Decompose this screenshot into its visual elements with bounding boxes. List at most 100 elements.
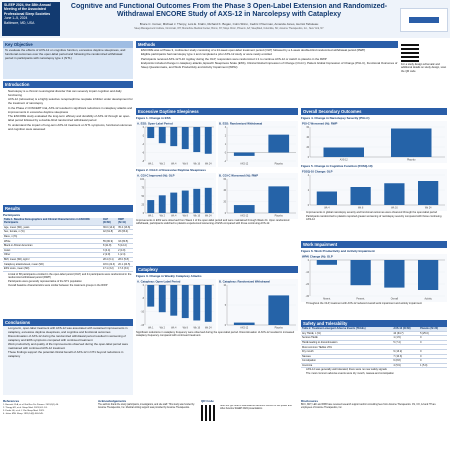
bar xyxy=(147,200,155,213)
x-tick-label: Wk 8 xyxy=(183,328,189,330)
y-tick-label: 0 xyxy=(225,152,227,154)
qr-text: Scan the QR code to download an electron… xyxy=(220,405,292,410)
table-cell: 18.6 (22.3) xyxy=(101,261,118,267)
bar xyxy=(147,285,155,307)
eds-figures: Figure 1. Change in ESS A. ESS: Open-Labe… xyxy=(136,116,298,219)
table-cell: Sex, female, n (%) xyxy=(3,229,102,235)
bar xyxy=(181,190,189,213)
table-cell: 2 (4.9) xyxy=(117,248,133,254)
y-tick-label: 3 xyxy=(225,127,227,129)
column-header: Placebo (N=20) xyxy=(419,327,447,332)
list-item: Eligible participants had narcolepsy typ… xyxy=(141,53,398,57)
table-cell: 28.0 (5.8) xyxy=(117,257,133,263)
table-cell: 8 (11.8) xyxy=(101,243,118,249)
list-item: ENCORE was a Phase 3, multicenter study … xyxy=(141,48,398,53)
table-cell: 4 (5.9) xyxy=(392,363,420,369)
table-cell: 5 (7.4) xyxy=(392,340,420,346)
table-cell: ESS score, mean (SD) xyxy=(3,266,102,272)
y-tick-label: 40 xyxy=(306,137,309,139)
table-cell: 28.4 (6.1) xyxy=(101,257,118,263)
section-title: Work Impairment xyxy=(301,241,447,248)
x-tick-label: Wk 2 xyxy=(160,328,166,330)
figure-title: Figure 1. Change in ESS xyxy=(136,116,171,120)
table-cell: 0 xyxy=(419,340,447,346)
section-title: Cataplexy xyxy=(136,266,298,273)
x-tick-label: Placebo xyxy=(275,216,284,218)
list-item: In the Phase 2 CONCERT trial, AXS-12 res… xyxy=(8,106,133,115)
panel-subtitle: FOSQ-10 Change: OLP xyxy=(302,170,333,174)
eds-section: Excessive Daytime Sleepiness Figure 1. C… xyxy=(136,108,298,263)
y-tick-label: -10 xyxy=(141,311,145,313)
y-tick-label: 4 xyxy=(308,175,310,177)
table-cell xyxy=(419,344,447,350)
qr-panel: For a study design schematic and additio… xyxy=(401,44,447,104)
y-tick-label: 0 xyxy=(225,213,227,215)
bar xyxy=(170,192,178,213)
y-tick-label: -30 xyxy=(306,296,310,298)
references: References 1. Bassetti CLA, et al. Nat R… xyxy=(3,398,95,448)
x-tick-label: Wk 16 xyxy=(193,216,200,218)
table-row: Constipation 6 (8.8) 0 xyxy=(301,358,447,364)
table-cell: 1 (5.0) xyxy=(419,363,447,369)
figure: A. Cataplexy: Open-Label Period -15 -10 -5 0… xyxy=(136,279,298,331)
qr-code xyxy=(201,405,217,421)
table-cell: 1 (2.4) xyxy=(117,252,133,258)
y-tick-label: 75 xyxy=(141,187,144,189)
safety-list: AXS-12 was generally well tolerated; the… xyxy=(301,368,447,375)
authors: Bruce C. Corser, Michael J. Thorpy, Lois… xyxy=(139,22,319,26)
table-cell: TEAE leading to discontinuation xyxy=(301,340,393,346)
list-item: AXS-12 was generally well tolerated; the… xyxy=(306,368,447,371)
figure-title: Figure 3. Change in Weekly Cataplexy Att… xyxy=(136,274,202,278)
table-row: Age, mean (SD), years 36.0 (14.2) 35.4 (13… xyxy=(3,225,133,231)
table-cell: Black or African American xyxy=(3,243,102,249)
table-row: Nausea 7 (10.3) 0 xyxy=(301,354,447,360)
bar xyxy=(158,285,166,313)
y-tick-label: 0 xyxy=(143,213,145,215)
secondary-list: Improvements in global narcolepsy severi… xyxy=(301,211,447,221)
bar xyxy=(350,260,371,286)
acknowledgements: Acknowledgements The authors thank the s… xyxy=(98,398,198,448)
x-tick-label: Wk 4 xyxy=(171,216,177,218)
y-tick-label: 5 xyxy=(225,305,227,307)
y-tick-label: -20 xyxy=(306,284,310,286)
table-cell: 26 (63.4) xyxy=(117,229,133,235)
y-tick-label: 20 xyxy=(306,147,309,149)
work-list: Throughout the OLP, treatment with AXS-1… xyxy=(301,302,447,305)
section-title: Safety and Tolerability xyxy=(301,320,447,327)
table-cell: 5 (25.0) xyxy=(419,331,447,337)
x-tick-label: Wk 4 xyxy=(171,164,177,166)
bar xyxy=(268,186,290,213)
bar xyxy=(204,187,212,213)
x-tick-label: Wk 8 xyxy=(183,164,189,166)
x-tick-label: Placebo xyxy=(407,160,416,162)
table-cell: 44 (64.7) xyxy=(392,331,420,337)
panel-subtitle: A. ESS: Open-Label Period xyxy=(137,122,173,126)
x-tick-label: AXS-12 xyxy=(240,163,249,166)
list-item: To understand the impact of long-term AX… xyxy=(8,123,133,132)
table-cell: 17.3 (3.0) xyxy=(117,266,133,272)
table-cell: Serious TEAE xyxy=(301,335,393,341)
x-tick-label: Present. xyxy=(356,298,365,301)
y-tick-label: -5 xyxy=(142,298,145,300)
figure-title: Figure 6. Work Productivity and Activity… xyxy=(301,249,375,253)
chart-panel: A. ESS: Open-Label Period -8 -6 -4 -2 0 Wk 1 Wk… xyxy=(136,121,216,167)
table-row: Serious TEAE 1 (1.5) 0 xyxy=(301,335,447,341)
table-cell: 55 (80.9) xyxy=(101,238,118,244)
key-objective: Key Objective To evaluate the effects of… xyxy=(3,41,133,79)
x-tick-label: AXS-12 xyxy=(240,215,249,218)
panel-subtitle: B. ESS: Randomized Withdrawal xyxy=(219,122,262,126)
panel-subtitle: WPAI Change (%): OLP xyxy=(302,255,333,259)
panel-subtitle: A. CGI-C Improved (%): OLP xyxy=(137,174,175,178)
bar xyxy=(158,127,166,144)
list-item: Participants received AXS-12 5-10 mg/day… xyxy=(141,57,398,62)
table-cell: 20.1 (24.5) xyxy=(117,261,133,267)
section-title: Disclosures xyxy=(301,399,319,403)
table-cell: 0 xyxy=(419,349,447,355)
introduction: Introduction Narcolepsy is a chronic neu… xyxy=(3,81,133,203)
results-list: A total of 68 participants enrolled in t… xyxy=(3,273,133,287)
bar xyxy=(323,147,364,157)
bar xyxy=(158,195,166,213)
bar xyxy=(316,191,337,205)
chart-panel: B. ESS: Randomized Withdrawal -1 0 1 2 3 AXS-1… xyxy=(218,121,298,167)
list-item: 1. Bassetti CLA, et al. Nat Rev Dis Prim… xyxy=(3,404,59,406)
